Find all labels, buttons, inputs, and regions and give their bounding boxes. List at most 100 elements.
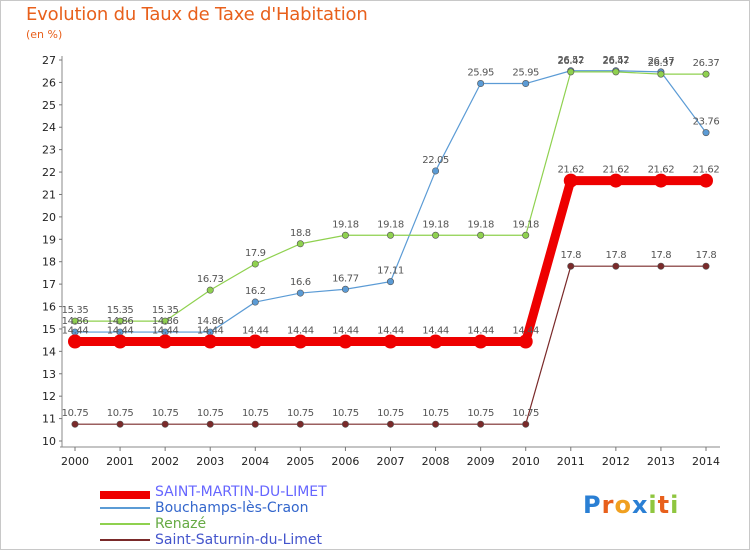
data-label: 16.2 bbox=[245, 286, 266, 297]
data-label: 15.35 bbox=[62, 305, 89, 316]
y-tick-label: 27 bbox=[42, 54, 56, 67]
y-tick-label: 19 bbox=[42, 233, 56, 246]
data-label: 10.75 bbox=[287, 408, 314, 419]
data-label: 26.52 bbox=[603, 55, 630, 66]
data-label: 10.75 bbox=[377, 408, 404, 419]
data-point bbox=[251, 298, 259, 306]
legend-swatch-saint-martin bbox=[100, 491, 150, 499]
data-point bbox=[518, 334, 533, 349]
logo-letter: o bbox=[614, 491, 632, 519]
data-point bbox=[161, 420, 169, 428]
legend-label-renaze: Renazé bbox=[155, 516, 207, 532]
data-point bbox=[161, 317, 169, 325]
data-point bbox=[653, 173, 668, 188]
data-point bbox=[296, 240, 304, 248]
data-point bbox=[657, 70, 665, 78]
data-point bbox=[612, 262, 620, 270]
y-tick-label: 22 bbox=[42, 166, 56, 179]
logo-letter: x bbox=[631, 491, 649, 519]
legend-label-saint-martin: SAINT-MARTIN-DU-LIMET bbox=[155, 484, 327, 500]
logo-letter: i bbox=[670, 491, 680, 519]
data-label: 16.73 bbox=[197, 274, 224, 285]
data-label: 14.44 bbox=[287, 325, 314, 336]
data-point bbox=[248, 334, 263, 349]
data-point bbox=[158, 334, 173, 349]
data-label: 14.86 bbox=[152, 316, 179, 327]
data-point bbox=[71, 420, 79, 428]
data-label: 10.75 bbox=[152, 408, 179, 419]
data-label: 21.62 bbox=[648, 165, 675, 176]
data-label: 26.37 bbox=[693, 58, 720, 69]
data-point bbox=[251, 420, 259, 428]
x-tick-label: 2004 bbox=[241, 455, 269, 468]
data-label: 19.18 bbox=[332, 219, 359, 230]
data-label: 10.75 bbox=[197, 408, 224, 419]
data-label: 17.8 bbox=[606, 250, 627, 261]
y-tick-label: 20 bbox=[42, 211, 56, 224]
data-point bbox=[608, 173, 623, 188]
x-tick-label: 2000 bbox=[61, 455, 89, 468]
data-label: 15.35 bbox=[152, 305, 179, 316]
data-point bbox=[477, 420, 485, 428]
data-point bbox=[432, 167, 440, 175]
unit-label: (en %) bbox=[26, 28, 63, 41]
data-point bbox=[563, 173, 578, 188]
y-tick-label: 23 bbox=[42, 144, 56, 157]
data-label: 14.44 bbox=[332, 325, 359, 336]
data-label: 26.47 bbox=[648, 56, 675, 67]
data-label: 17.11 bbox=[377, 266, 404, 277]
data-label: 14.44 bbox=[107, 325, 134, 336]
y-tick-label: 21 bbox=[42, 188, 56, 201]
data-label: 14.44 bbox=[467, 325, 494, 336]
data-point bbox=[113, 334, 128, 349]
legend-swatch-renaze bbox=[100, 523, 150, 525]
data-label: 14.44 bbox=[152, 325, 179, 336]
data-label: 17.8 bbox=[696, 250, 717, 261]
data-label: 14.44 bbox=[422, 325, 449, 336]
y-tick-label: 25 bbox=[42, 99, 56, 112]
data-point bbox=[383, 334, 398, 349]
x-tick-label: 2005 bbox=[286, 455, 314, 468]
data-point bbox=[702, 70, 710, 78]
x-tick-label: 2012 bbox=[602, 455, 630, 468]
data-point bbox=[386, 231, 394, 239]
data-label: 16.6 bbox=[290, 277, 311, 288]
x-tick-label: 2008 bbox=[422, 455, 450, 468]
data-label: 14.44 bbox=[242, 325, 269, 336]
data-label: 17.9 bbox=[245, 248, 266, 259]
data-label: 23.76 bbox=[693, 117, 720, 128]
data-label: 14.44 bbox=[62, 325, 89, 336]
x-tick-label: 2006 bbox=[331, 455, 359, 468]
data-label: 26.47 bbox=[557, 56, 584, 67]
data-point bbox=[341, 285, 349, 293]
data-point bbox=[699, 173, 713, 188]
data-point bbox=[296, 420, 304, 428]
data-point bbox=[203, 334, 218, 349]
y-tick-label: 12 bbox=[42, 390, 56, 403]
series-line-1 bbox=[75, 70, 707, 333]
y-tick-label: 18 bbox=[42, 256, 56, 269]
x-tick-label: 2014 bbox=[692, 455, 720, 468]
y-tick-label: 17 bbox=[42, 278, 56, 291]
data-point bbox=[341, 420, 349, 428]
data-point bbox=[612, 68, 620, 76]
data-label: 26.37 bbox=[648, 58, 675, 69]
x-tick-label: 2001 bbox=[106, 455, 134, 468]
data-label: 10.75 bbox=[467, 408, 494, 419]
legend-swatch-saint-saturnin bbox=[100, 539, 150, 541]
chart-title: Evolution du Taux de Taxe d'Habitation bbox=[26, 4, 368, 25]
data-point bbox=[116, 317, 124, 325]
logo-letter: i bbox=[648, 491, 658, 519]
data-point bbox=[116, 420, 124, 428]
data-point bbox=[702, 262, 710, 270]
x-tick-label: 2007 bbox=[377, 455, 405, 468]
x-tick-label: 2010 bbox=[512, 455, 540, 468]
data-label: 17.8 bbox=[560, 250, 581, 261]
data-label: 22.05 bbox=[422, 155, 449, 166]
data-label: 10.75 bbox=[512, 408, 539, 419]
y-tick-label: 10 bbox=[42, 435, 56, 448]
data-point bbox=[206, 286, 214, 294]
data-label: 14.86 bbox=[197, 316, 224, 327]
logo-letter: P bbox=[583, 491, 602, 519]
